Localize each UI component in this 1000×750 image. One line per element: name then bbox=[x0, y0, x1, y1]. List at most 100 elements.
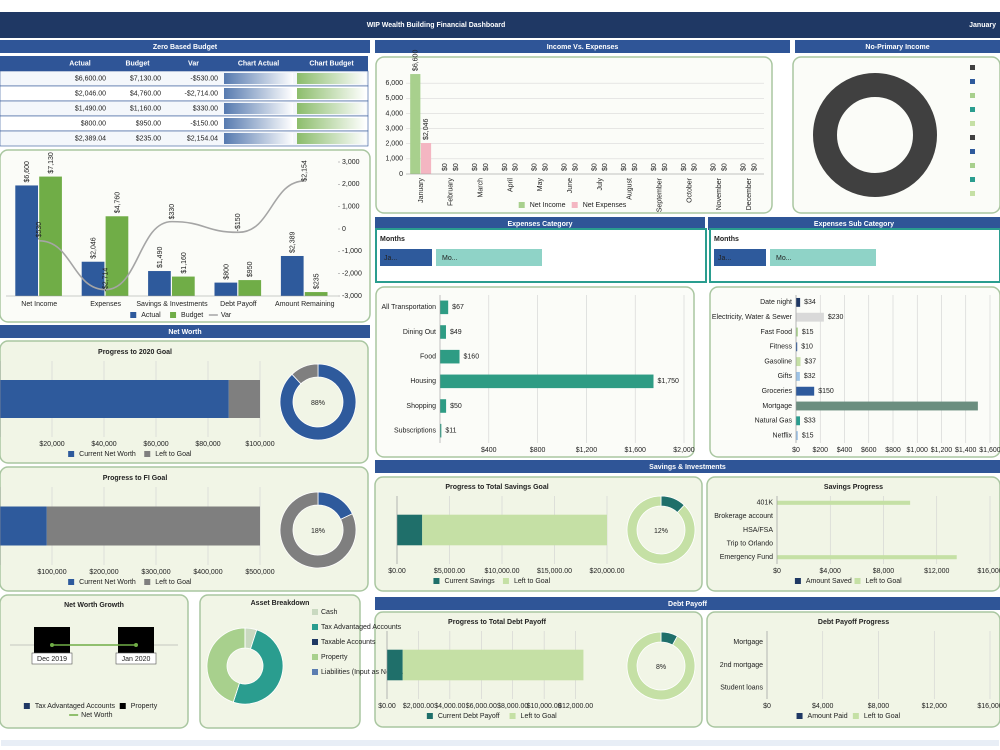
y-tick-label: Emergency Fund bbox=[720, 554, 773, 561]
legend-swatch bbox=[970, 107, 975, 112]
legend-swatch bbox=[794, 578, 801, 584]
table-header: Chart Budget bbox=[309, 60, 354, 67]
y-tick-label: Student loans bbox=[720, 685, 763, 692]
bar bbox=[440, 325, 446, 339]
x-tick-label: $800 bbox=[530, 447, 546, 454]
bar bbox=[387, 649, 403, 681]
cell-bar bbox=[297, 73, 366, 84]
x-tick-label: $16,000 bbox=[977, 703, 1000, 710]
legend-swatch bbox=[68, 451, 75, 457]
x-tick-label: $12,000 bbox=[922, 703, 947, 710]
legend-label: Tax Advantaged Accounts bbox=[35, 703, 116, 710]
legend-swatch bbox=[312, 624, 318, 630]
legend-swatch bbox=[68, 579, 75, 585]
y-tick-label: 401K bbox=[757, 500, 774, 507]
x-tick-label: $300,000 bbox=[141, 569, 170, 576]
bar bbox=[0, 506, 47, 546]
legend-swatch bbox=[502, 578, 509, 584]
data-label: $0 bbox=[662, 163, 669, 171]
x-tick-label: Dec 2019 bbox=[37, 656, 67, 663]
plot-box bbox=[34, 627, 70, 657]
cell-bar bbox=[224, 73, 293, 84]
x-tick-label: $2,000 bbox=[673, 447, 695, 454]
y-tick-label: Netflix bbox=[773, 432, 793, 439]
legend-swatch bbox=[854, 578, 861, 584]
panel-header-bar bbox=[375, 460, 1000, 473]
legend-swatch bbox=[796, 713, 803, 719]
slicer-button[interactable] bbox=[436, 249, 542, 266]
table-cell: $330.00 bbox=[193, 105, 218, 112]
data-label: $0 bbox=[502, 163, 509, 171]
legend-label: Budget bbox=[181, 312, 203, 319]
slicer-button[interactable] bbox=[714, 249, 766, 266]
x-tick-label: Expenses bbox=[90, 301, 121, 308]
bar bbox=[81, 261, 105, 296]
y-tick-label: Mortgage bbox=[733, 639, 763, 646]
legend-label: Current Net Worth bbox=[79, 579, 136, 586]
bar bbox=[796, 371, 800, 381]
panel-header: Debt Payoff bbox=[668, 601, 708, 608]
slicer-button-label[interactable]: Mo... bbox=[776, 255, 792, 262]
data-label: -$530 bbox=[36, 222, 43, 240]
y2-tick-label: -1,000 bbox=[342, 248, 362, 255]
x-tick-label: $600 bbox=[861, 447, 877, 454]
pie-slice bbox=[206, 627, 246, 703]
bar bbox=[39, 176, 62, 296]
x-tick-label: May bbox=[537, 178, 544, 192]
data-label: $150 bbox=[818, 388, 834, 395]
y-tick-label: All Transportation bbox=[382, 304, 437, 311]
slicer-button[interactable] bbox=[770, 249, 876, 266]
pie-slice bbox=[626, 495, 696, 565]
x-tick-label: $0 bbox=[773, 568, 781, 575]
data-label: $15 bbox=[802, 329, 814, 336]
slicer-button-label[interactable]: Ja... bbox=[718, 255, 731, 262]
slicer-title: Months bbox=[714, 236, 739, 243]
bar bbox=[0, 380, 229, 418]
y-tick-label: Housing bbox=[410, 378, 436, 385]
data-label: $0 bbox=[453, 163, 460, 171]
legend-label: Left to Goal bbox=[864, 713, 901, 720]
bar bbox=[214, 282, 238, 296]
x-tick-label: $8,000 bbox=[873, 568, 895, 575]
pie-slice bbox=[279, 491, 357, 569]
x-tick-label: $1,200 bbox=[576, 447, 598, 454]
y2-tick-label: 0 bbox=[342, 226, 346, 233]
data-label: $0 bbox=[632, 163, 639, 171]
line-point bbox=[50, 643, 54, 647]
x-tick-label: $4,000.00 bbox=[434, 703, 465, 710]
y-tick-label: Gifts bbox=[778, 373, 793, 380]
data-label: $2,389 bbox=[290, 231, 297, 253]
y-tick-label: Natural Gas bbox=[755, 418, 793, 425]
center-label: 12% bbox=[654, 528, 668, 535]
bar bbox=[440, 374, 654, 389]
y-tick-label: 2nd mortgage bbox=[720, 662, 763, 669]
bar bbox=[440, 300, 449, 315]
x-tick-label: $0.00 bbox=[388, 568, 406, 575]
slicer-button-label[interactable]: Ja... bbox=[384, 255, 397, 262]
chart-title: Savings Progress bbox=[824, 484, 883, 491]
slicer-button-label[interactable]: Mo... bbox=[442, 255, 458, 262]
panel-header-bar bbox=[375, 217, 705, 230]
data-label: $50 bbox=[450, 403, 462, 410]
data-label: $0 bbox=[483, 163, 490, 171]
bar bbox=[397, 514, 423, 546]
cell-bar bbox=[297, 118, 366, 129]
legend-label: Net Income bbox=[530, 202, 566, 209]
cell-bar bbox=[297, 133, 366, 144]
bar bbox=[440, 423, 442, 438]
x-tick-label: December bbox=[746, 177, 753, 210]
x-tick-label: $4,000 bbox=[820, 568, 842, 575]
legend-label: Current Savings bbox=[444, 578, 495, 585]
cell-bar bbox=[224, 118, 293, 129]
table-cell: $2,389.04 bbox=[75, 135, 106, 142]
legend-swatch bbox=[312, 669, 318, 675]
slicer-button[interactable] bbox=[380, 249, 432, 266]
bar bbox=[796, 416, 801, 426]
footer-strip bbox=[1, 740, 999, 746]
data-label: $330 bbox=[169, 204, 176, 220]
bar bbox=[796, 431, 798, 441]
y-tick-label: 5,000 bbox=[385, 95, 403, 102]
legend-swatch bbox=[970, 191, 975, 196]
center-label: 8% bbox=[656, 664, 666, 671]
